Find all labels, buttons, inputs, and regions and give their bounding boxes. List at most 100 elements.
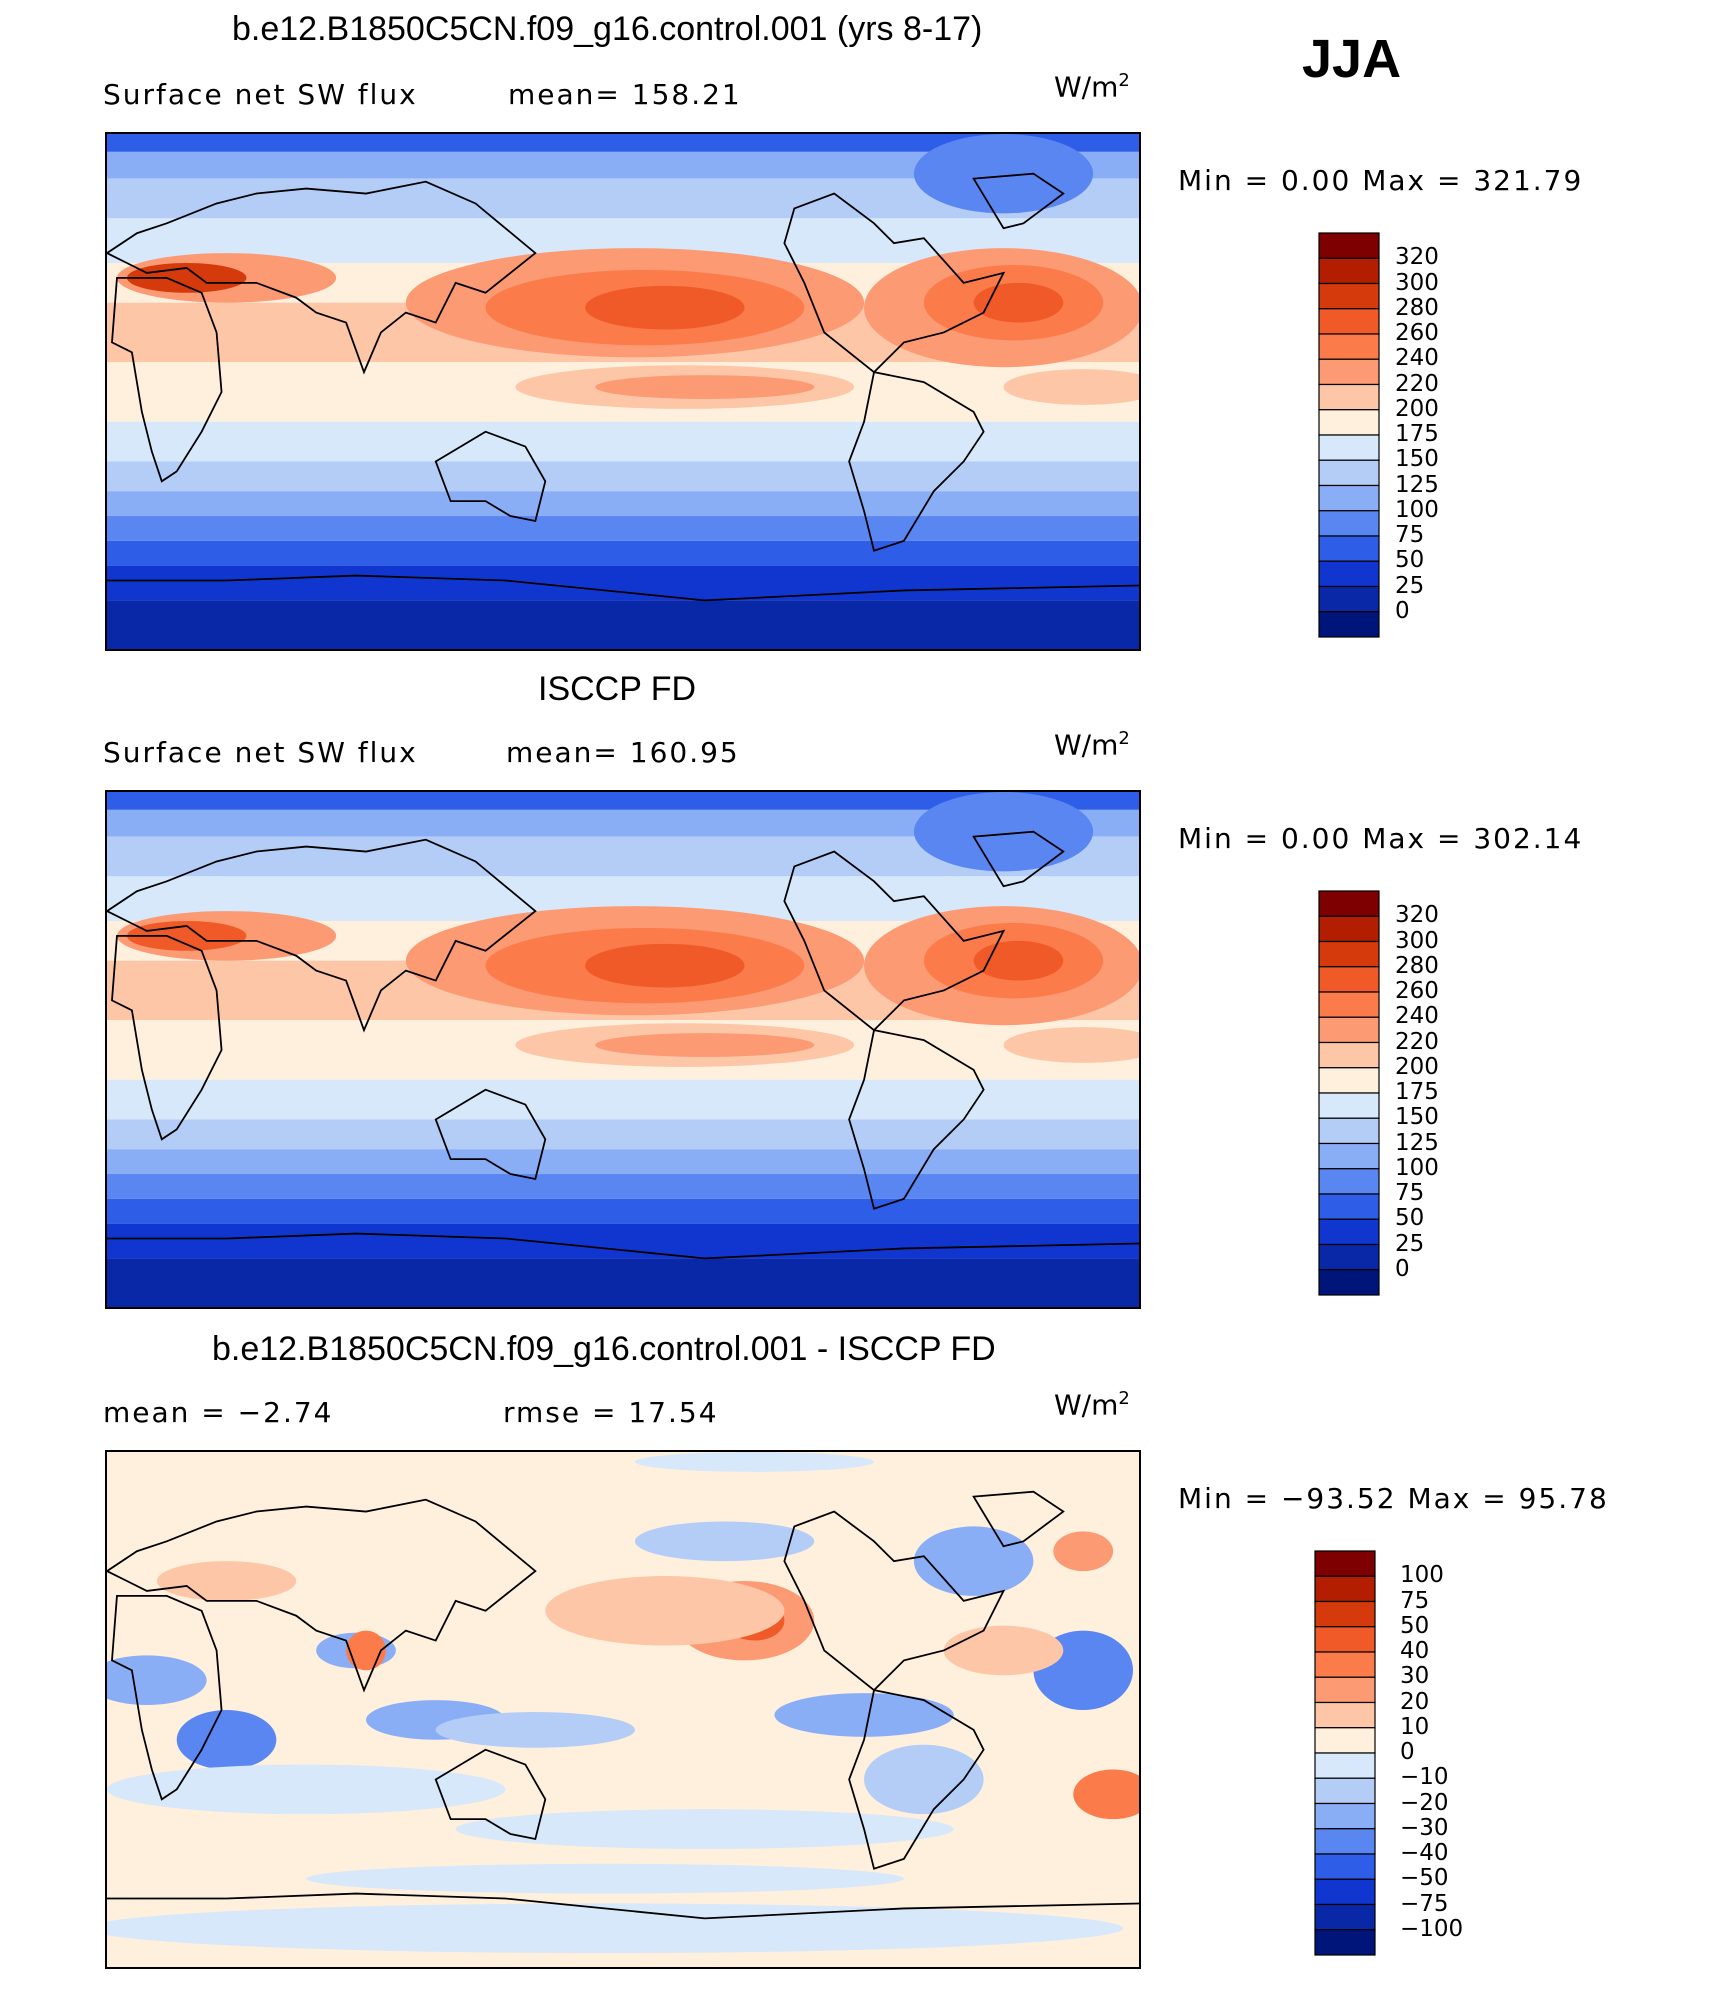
colorbar-swatch	[1318, 940, 1380, 968]
colorbar-level-label: 75	[1395, 522, 1425, 548]
colorbar-swatch	[1314, 1575, 1376, 1603]
colorbar-level-label: 10	[1400, 1713, 1430, 1740]
colorbar-level-label: 220	[1395, 370, 1439, 397]
panel-2-minmax: Min = 0.00 Max = 302.14	[1178, 822, 1584, 855]
colorbar-level-label: 240	[1395, 1003, 1439, 1030]
colorbar-swatch	[1318, 1067, 1380, 1094]
panel-3-rmse: rmse = 17.54	[503, 1396, 719, 1429]
colorbar-swatch	[1318, 1142, 1380, 1170]
colorbar-level-label: −75	[1400, 1890, 1449, 1917]
coastline	[434, 1748, 547, 1841]
panel-1-title: b.e12.B1850C5CN.f09_g16.control.001 (yrs…	[232, 10, 983, 48]
colorbar-level-label: −100	[1400, 1915, 1464, 1942]
panel-1-map	[105, 132, 1141, 651]
panel-3-title: b.e12.B1850C5CN.f09_g16.control.001 - IS…	[212, 1330, 996, 1368]
panel-2-colorbar-labels: 320 300 280 260 240 220 200 175 150 125 100 75 50 25 0	[1395, 890, 1475, 1296]
panel-1-units: W/m2	[1054, 70, 1130, 104]
colorbar-level-label: 100	[1400, 1562, 1444, 1589]
colorbar-swatch	[1318, 1269, 1380, 1296]
coastline	[107, 1232, 1139, 1260]
coastline	[848, 1689, 985, 1870]
colorbar-swatch	[1318, 1092, 1380, 1119]
colorbar-level-label: 125	[1395, 1129, 1439, 1156]
colorbar-swatch	[1314, 1878, 1376, 1906]
colorbar-level-label: 100	[1395, 496, 1439, 523]
coastline	[972, 1490, 1065, 1548]
colorbar-level-label: 25	[1395, 1230, 1425, 1257]
colorbar-swatch	[1314, 1929, 1376, 1956]
colorbar-level-label: 300	[1395, 269, 1439, 296]
panel-2-map	[105, 790, 1141, 1309]
colorbar-swatch	[1318, 257, 1380, 285]
colorbar-level-label: 220	[1395, 1028, 1439, 1055]
colorbar-level-label: 20	[1400, 1688, 1430, 1715]
colorbar-level-label: 200	[1395, 395, 1439, 422]
colorbar-level-label: 75	[1395, 1180, 1425, 1206]
colorbar-swatch	[1314, 1626, 1376, 1653]
colorbar-swatch	[1318, 1193, 1380, 1220]
colorbar-swatch	[1318, 890, 1380, 917]
colorbar-level-label: 320	[1395, 244, 1439, 271]
colorbar-swatch	[1318, 611, 1380, 638]
panel-1-colorbar-labels: 320 300 280 260 240 220 200 175 150 125 100 75 50 25 0	[1395, 232, 1475, 638]
coastline	[848, 1029, 985, 1210]
panel-2-colorbar	[1318, 890, 1380, 1296]
colorbar-swatch	[1314, 1727, 1376, 1754]
colorbar-swatch	[1314, 1853, 1376, 1880]
colorbar-swatch	[1318, 1016, 1380, 1044]
colorbar-swatch	[1314, 1828, 1376, 1855]
colorbar-swatch	[1318, 1041, 1380, 1069]
colorbar-level-label: 175	[1395, 1079, 1439, 1105]
colorbar-swatch	[1314, 1903, 1376, 1931]
colorbar-swatch	[1318, 1117, 1380, 1145]
colorbar-swatch	[1314, 1676, 1376, 1704]
colorbar-swatch	[1318, 409, 1380, 436]
colorbar-swatch	[1318, 966, 1380, 993]
colorbar-swatch	[1314, 1701, 1376, 1729]
panel-3-units: W/m2	[1054, 1388, 1130, 1422]
coastline	[783, 850, 1006, 1032]
colorbar-level-label: 50	[1400, 1612, 1430, 1639]
colorbar-level-label: 100	[1395, 1154, 1439, 1181]
panel-2-title: ISCCP FD	[538, 670, 697, 708]
colorbar-swatch	[1314, 1651, 1376, 1678]
coastline	[783, 1510, 1006, 1692]
coastline	[107, 1892, 1139, 1920]
colorbar-level-label: 30	[1400, 1663, 1430, 1690]
coastline	[107, 180, 537, 375]
colorbar-level-label: 300	[1395, 927, 1439, 954]
colorbar-swatch	[1318, 1168, 1380, 1195]
colorbar-level-label: 150	[1395, 1104, 1439, 1131]
panel-1-colorbar	[1318, 232, 1380, 638]
panel-2-map-field	[107, 792, 1139, 1307]
colorbar-swatch	[1318, 232, 1380, 259]
colorbar-swatch	[1318, 282, 1380, 310]
coastline	[848, 371, 985, 552]
colorbar-level-label: 25	[1395, 572, 1425, 599]
panel-3-map-field	[107, 1452, 1139, 1967]
colorbar-swatch	[1318, 434, 1380, 461]
coastline	[783, 192, 1006, 374]
colorbar-level-label: 40	[1400, 1638, 1430, 1664]
colorbar-swatch	[1314, 1777, 1376, 1805]
colorbar-swatch	[1318, 308, 1380, 335]
colorbar-level-label: 175	[1395, 421, 1439, 447]
colorbar-level-label: 50	[1395, 547, 1425, 574]
panel-2-mean: mean= 160.95	[506, 736, 740, 769]
panel-3-map	[105, 1450, 1141, 1969]
colorbar-swatch	[1318, 383, 1380, 411]
colorbar-level-label: 125	[1395, 471, 1439, 498]
colorbar-level-label: 150	[1395, 446, 1439, 473]
colorbar-level-label: 50	[1395, 1205, 1425, 1232]
coastline	[107, 838, 537, 1033]
colorbar-swatch	[1318, 585, 1380, 613]
colorbar-swatch	[1318, 915, 1380, 943]
panel-3-minmax: Min = −93.52 Max = 95.78	[1178, 1482, 1609, 1515]
colorbar-level-label: 240	[1395, 345, 1439, 372]
panel-1-mean: mean= 158.21	[508, 78, 742, 111]
coastline	[434, 430, 547, 523]
coastline	[111, 1594, 223, 1801]
season-label: JJA	[1302, 29, 1402, 89]
colorbar-swatch	[1314, 1600, 1376, 1628]
colorbar-level-label: 0	[1395, 1255, 1410, 1282]
